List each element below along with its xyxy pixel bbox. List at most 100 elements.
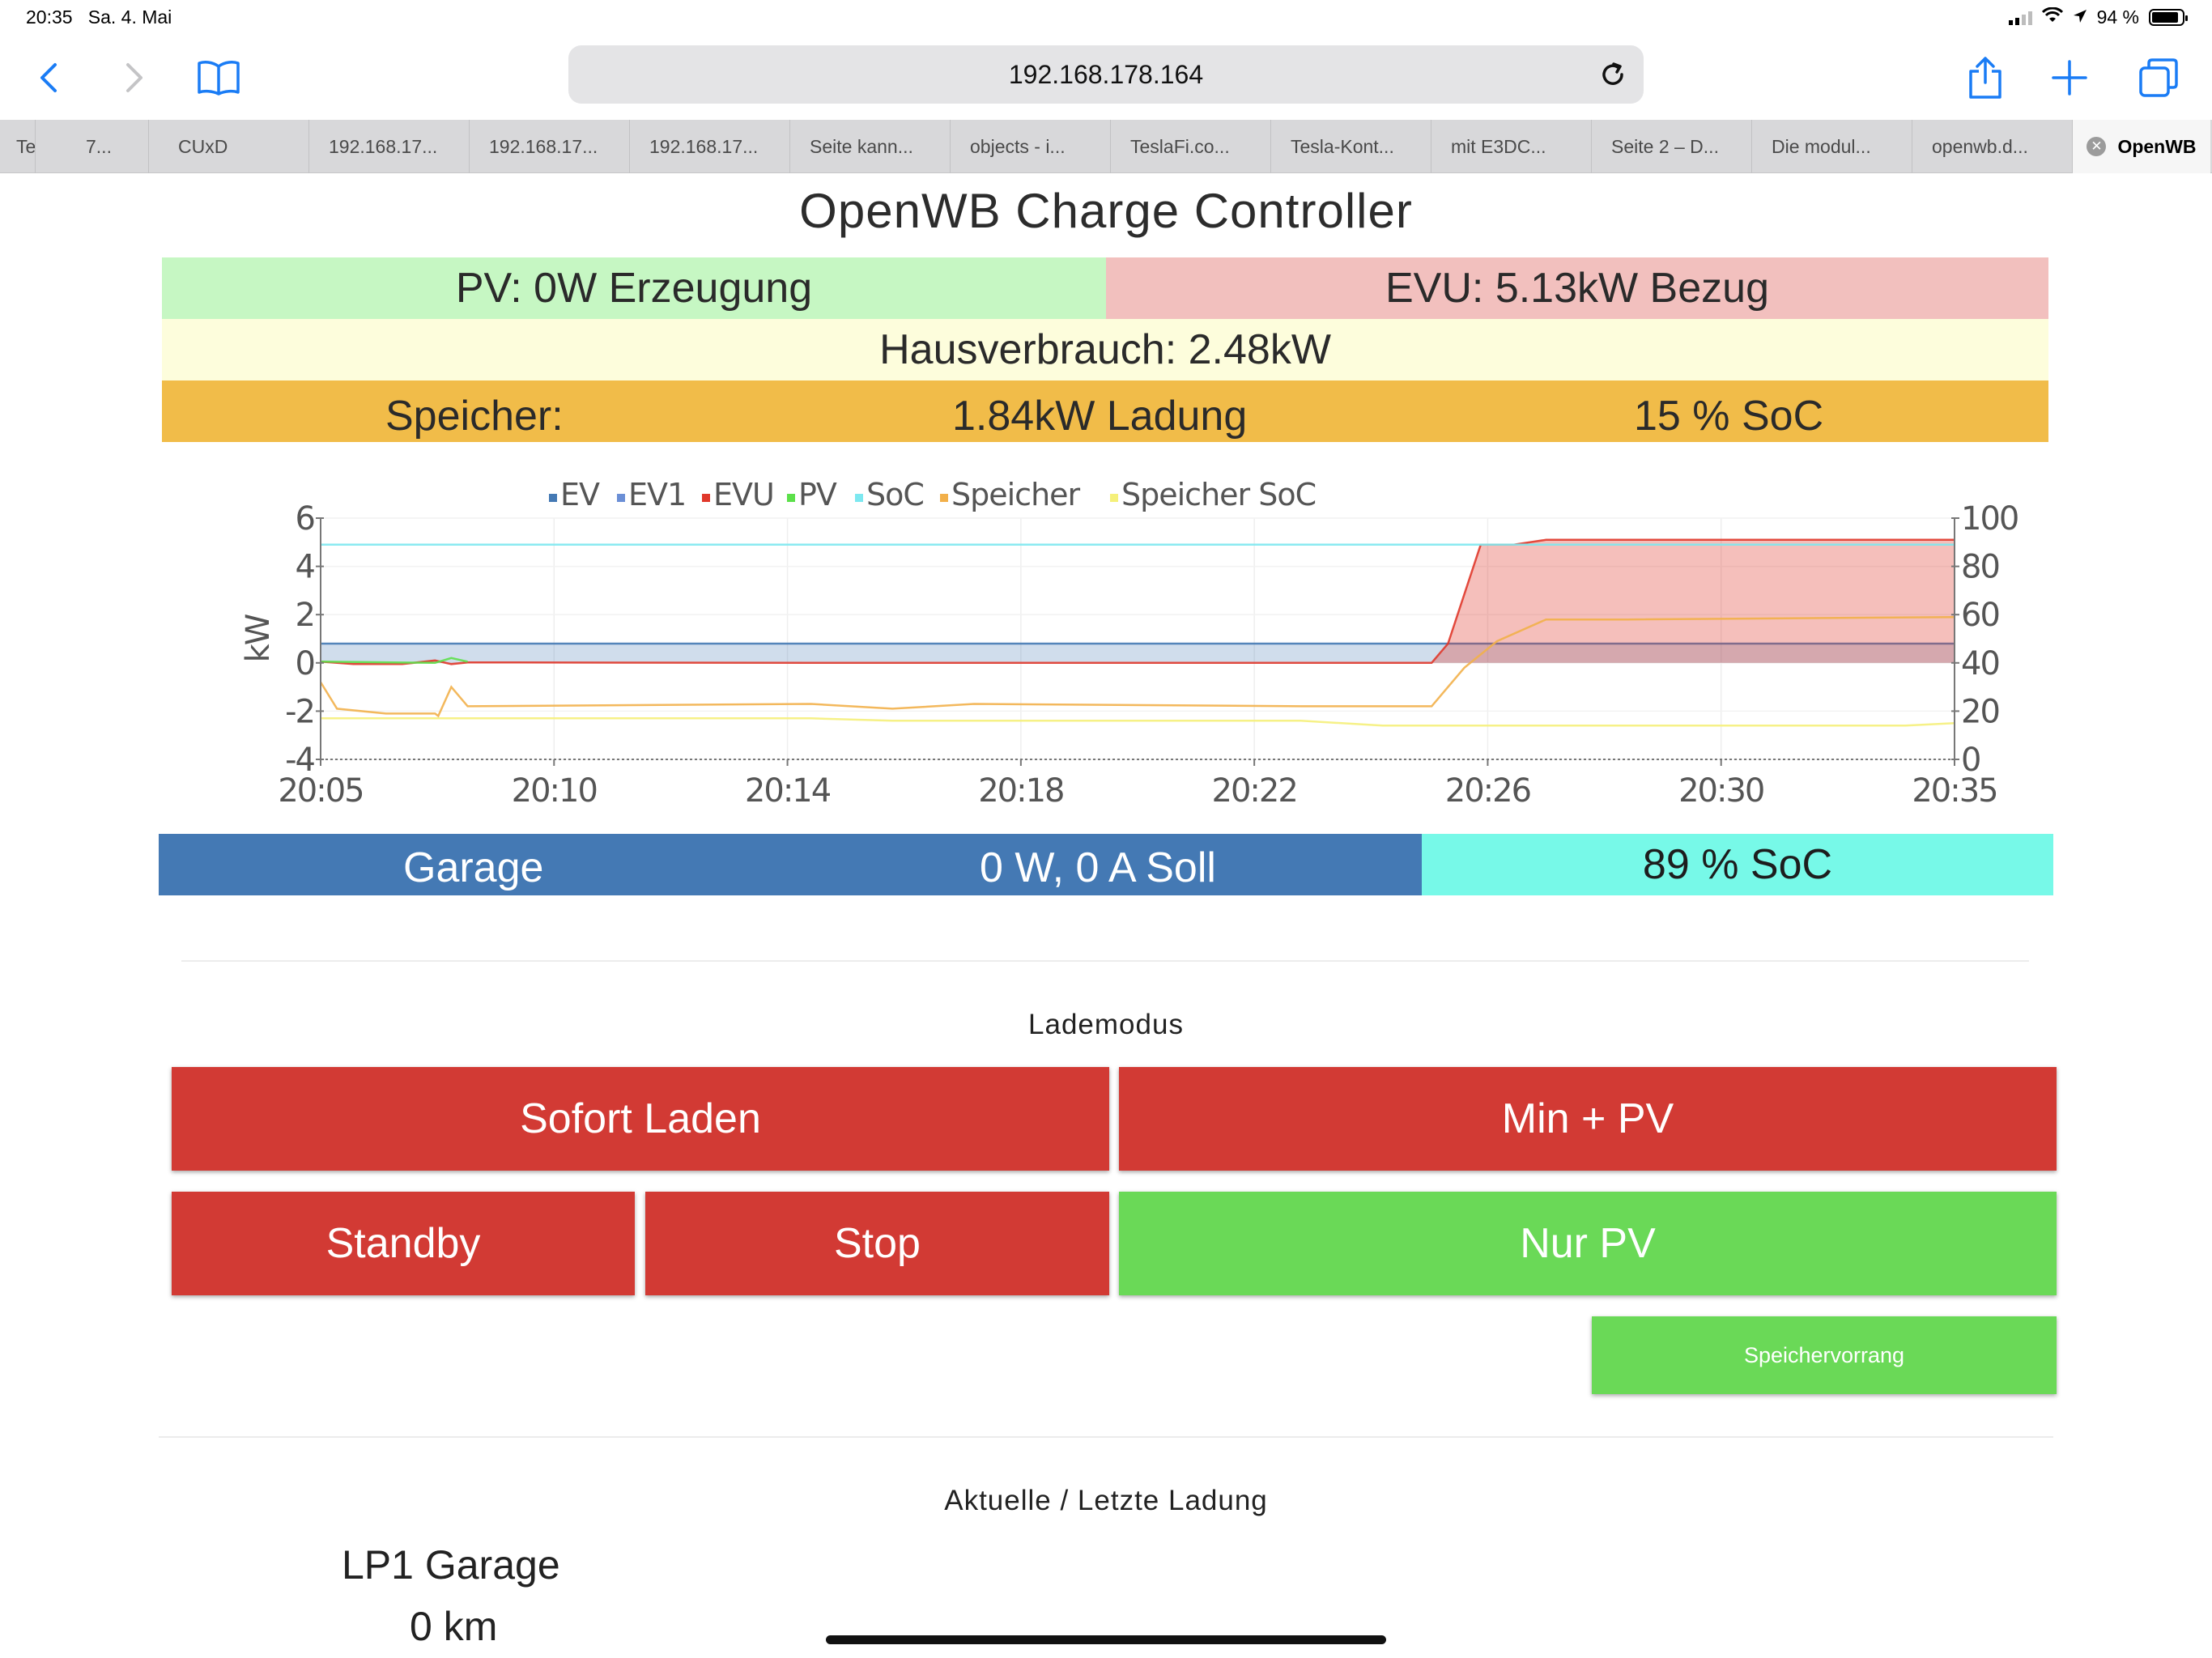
tab[interactable]: 192.168.17... [470,120,630,173]
close-tab-icon[interactable]: ✕ [2087,137,2107,156]
y-tick-label: 4 [296,549,315,586]
speicher-power: 1.84kW Ladung [952,393,1248,440]
standby-button[interactable]: Standby [172,1192,635,1295]
y2-tick-label: 100 [1961,500,2018,538]
tab[interactable]: objects - i... [951,120,1111,173]
tab[interactable]: TeslaFi.co... [1111,120,1271,173]
sofort-laden-button[interactable]: Sofort Laden [172,1067,1109,1171]
x-tick-label: 20:35 [1912,772,1997,810]
legend-label: EVU [713,477,774,512]
tab[interactable]: Seite kann... [790,120,951,173]
legend-swatch [549,494,557,502]
legend-swatch [702,494,710,502]
address-bar[interactable]: 192.168.178.164 [568,45,1644,104]
battery-percent: 94 % [2096,6,2139,28]
nur-pv-button[interactable]: Nur PV [1119,1192,2057,1295]
garage-soc-band: 89 % SoC [1422,834,2053,895]
y-tick-label: 0 [296,645,314,682]
y2-tick-label: 20 [1961,693,1999,730]
x-tick-label: 20:05 [278,772,363,810]
legend-swatch [787,494,795,502]
garage-label: Garage [403,844,544,891]
share-button[interactable] [1956,49,2014,107]
status-bar: 20:35 Sa. 4. Mai 94 % [0,0,2212,37]
chart-legend: EV EV1 EVU PV SoC Speicher Speicher SoC [549,477,1317,512]
legend-swatch [617,494,625,502]
power-chart: EV EV1 EVU PV SoC Speicher Speicher SoC 6 4 2 0 -2… [227,468,2040,816]
hausverbrauch-band: Hausverbrauch: 2.48kW [162,319,2048,380]
lademodus-heading: Lademodus [1028,1009,1184,1040]
x-tick-label: 20:14 [745,772,831,810]
status-time: 20:35 [26,6,73,28]
tab-active[interactable]: ✕ OpenWB [2073,120,2210,173]
stop-button[interactable]: Stop [645,1192,1109,1295]
home-indicator [826,1635,1386,1644]
legend-swatch [855,494,863,502]
bookmarks-button[interactable] [189,49,248,107]
tab[interactable]: 192.168.17... [630,120,790,173]
tab[interactable]: 192.168.17... [309,120,470,173]
new-tab-button[interactable] [2040,49,2099,107]
min-pv-button[interactable]: Min + PV [1119,1067,2057,1171]
divider [181,960,2029,962]
tab[interactable]: Tesla-Kont... [1271,120,1431,173]
tab[interactable]: Te [0,120,36,173]
url-text: 192.168.178.164 [1008,59,1204,89]
tabs-overview-button[interactable] [2129,49,2188,107]
evu-band: EVU: 5.13kW Bezug [1106,257,2048,319]
legend-label: PV [798,477,837,512]
speichervorrang-button[interactable]: Speichervorrang [1592,1316,2057,1394]
evu-value: EVU: 5.13kW Bezug [1385,265,1769,312]
plus-icon [2052,60,2087,96]
x-tick-label: 20:26 [1445,772,1530,810]
legend-label: Speicher SoC [1121,477,1316,512]
y-tick-label: -4 [285,742,314,779]
status-date: Sa. 4. Mai [87,6,172,28]
status-time-date: 20:35 Sa. 4. Mai [26,6,172,28]
y2-tick-label: 40 [1961,645,1999,682]
garage-soc: 89 % SoC [1642,841,1833,888]
y2-tick-label: 0 [1961,742,1980,779]
hausverbrauch-value: Hausverbrauch: 2.48kW [879,326,1331,373]
speicher-band: Speicher: 1.84kW Ladung 15 % SoC [162,380,2048,442]
garage-band: Garage 0 W, 0 A Soll [159,834,1422,895]
y-tick-label: -2 [285,693,314,730]
page-title: OpenWB Charge Controller [799,184,1413,238]
pv-value: PV: 0W Erzeugung [455,265,813,312]
tab[interactable]: mit E3DC... [1431,120,1592,173]
tab[interactable]: Seite 2 – D... [1592,120,1752,173]
legend-swatch [1110,494,1118,502]
lp1-name: LP1 Garage [342,1542,560,1588]
tab[interactable]: openwb.d... [1912,120,2073,173]
speicher-soc: 15 % SoC [1634,393,1824,440]
x-tick-label: 20:10 [512,772,597,810]
y-axis-label: kW [240,614,277,662]
lp1-distance: 0 km [410,1604,498,1649]
tab[interactable]: CUxD [149,120,309,173]
x-tick-label: 20:30 [1678,772,1763,810]
speicher-label: Speicher: [385,393,564,440]
pv-series-line [320,657,468,665]
tabs-icon [2139,58,2178,97]
legend-label: EV1 [628,477,686,512]
wifi-icon [2041,6,2063,28]
tab[interactable]: Die modul... [1752,120,1912,173]
reload-icon [1602,62,1623,85]
browser-tabs: Te 7... CUxD 192.168.17... 192.168.17...… [0,120,2212,173]
y2-tick-label: 60 [1961,597,1999,634]
legend-label: Speicher [951,477,1081,512]
ev-area [321,644,1955,663]
tab[interactable]: 7... [36,120,149,173]
location-arrow-icon [2073,6,2087,28]
tab-active-label: OpenWB [2117,135,2197,157]
legend-swatch [940,494,948,502]
status-right: 94 % [2008,6,2188,28]
back-button[interactable] [19,49,78,107]
forward-button[interactable] [105,49,164,107]
reload-button[interactable] [1597,58,1629,91]
divider [159,1436,2053,1438]
evu-area [321,539,1955,665]
y-tick-label: 6 [296,500,314,538]
share-icon [1969,57,2001,99]
speicher-soc-series-line [321,717,1955,727]
